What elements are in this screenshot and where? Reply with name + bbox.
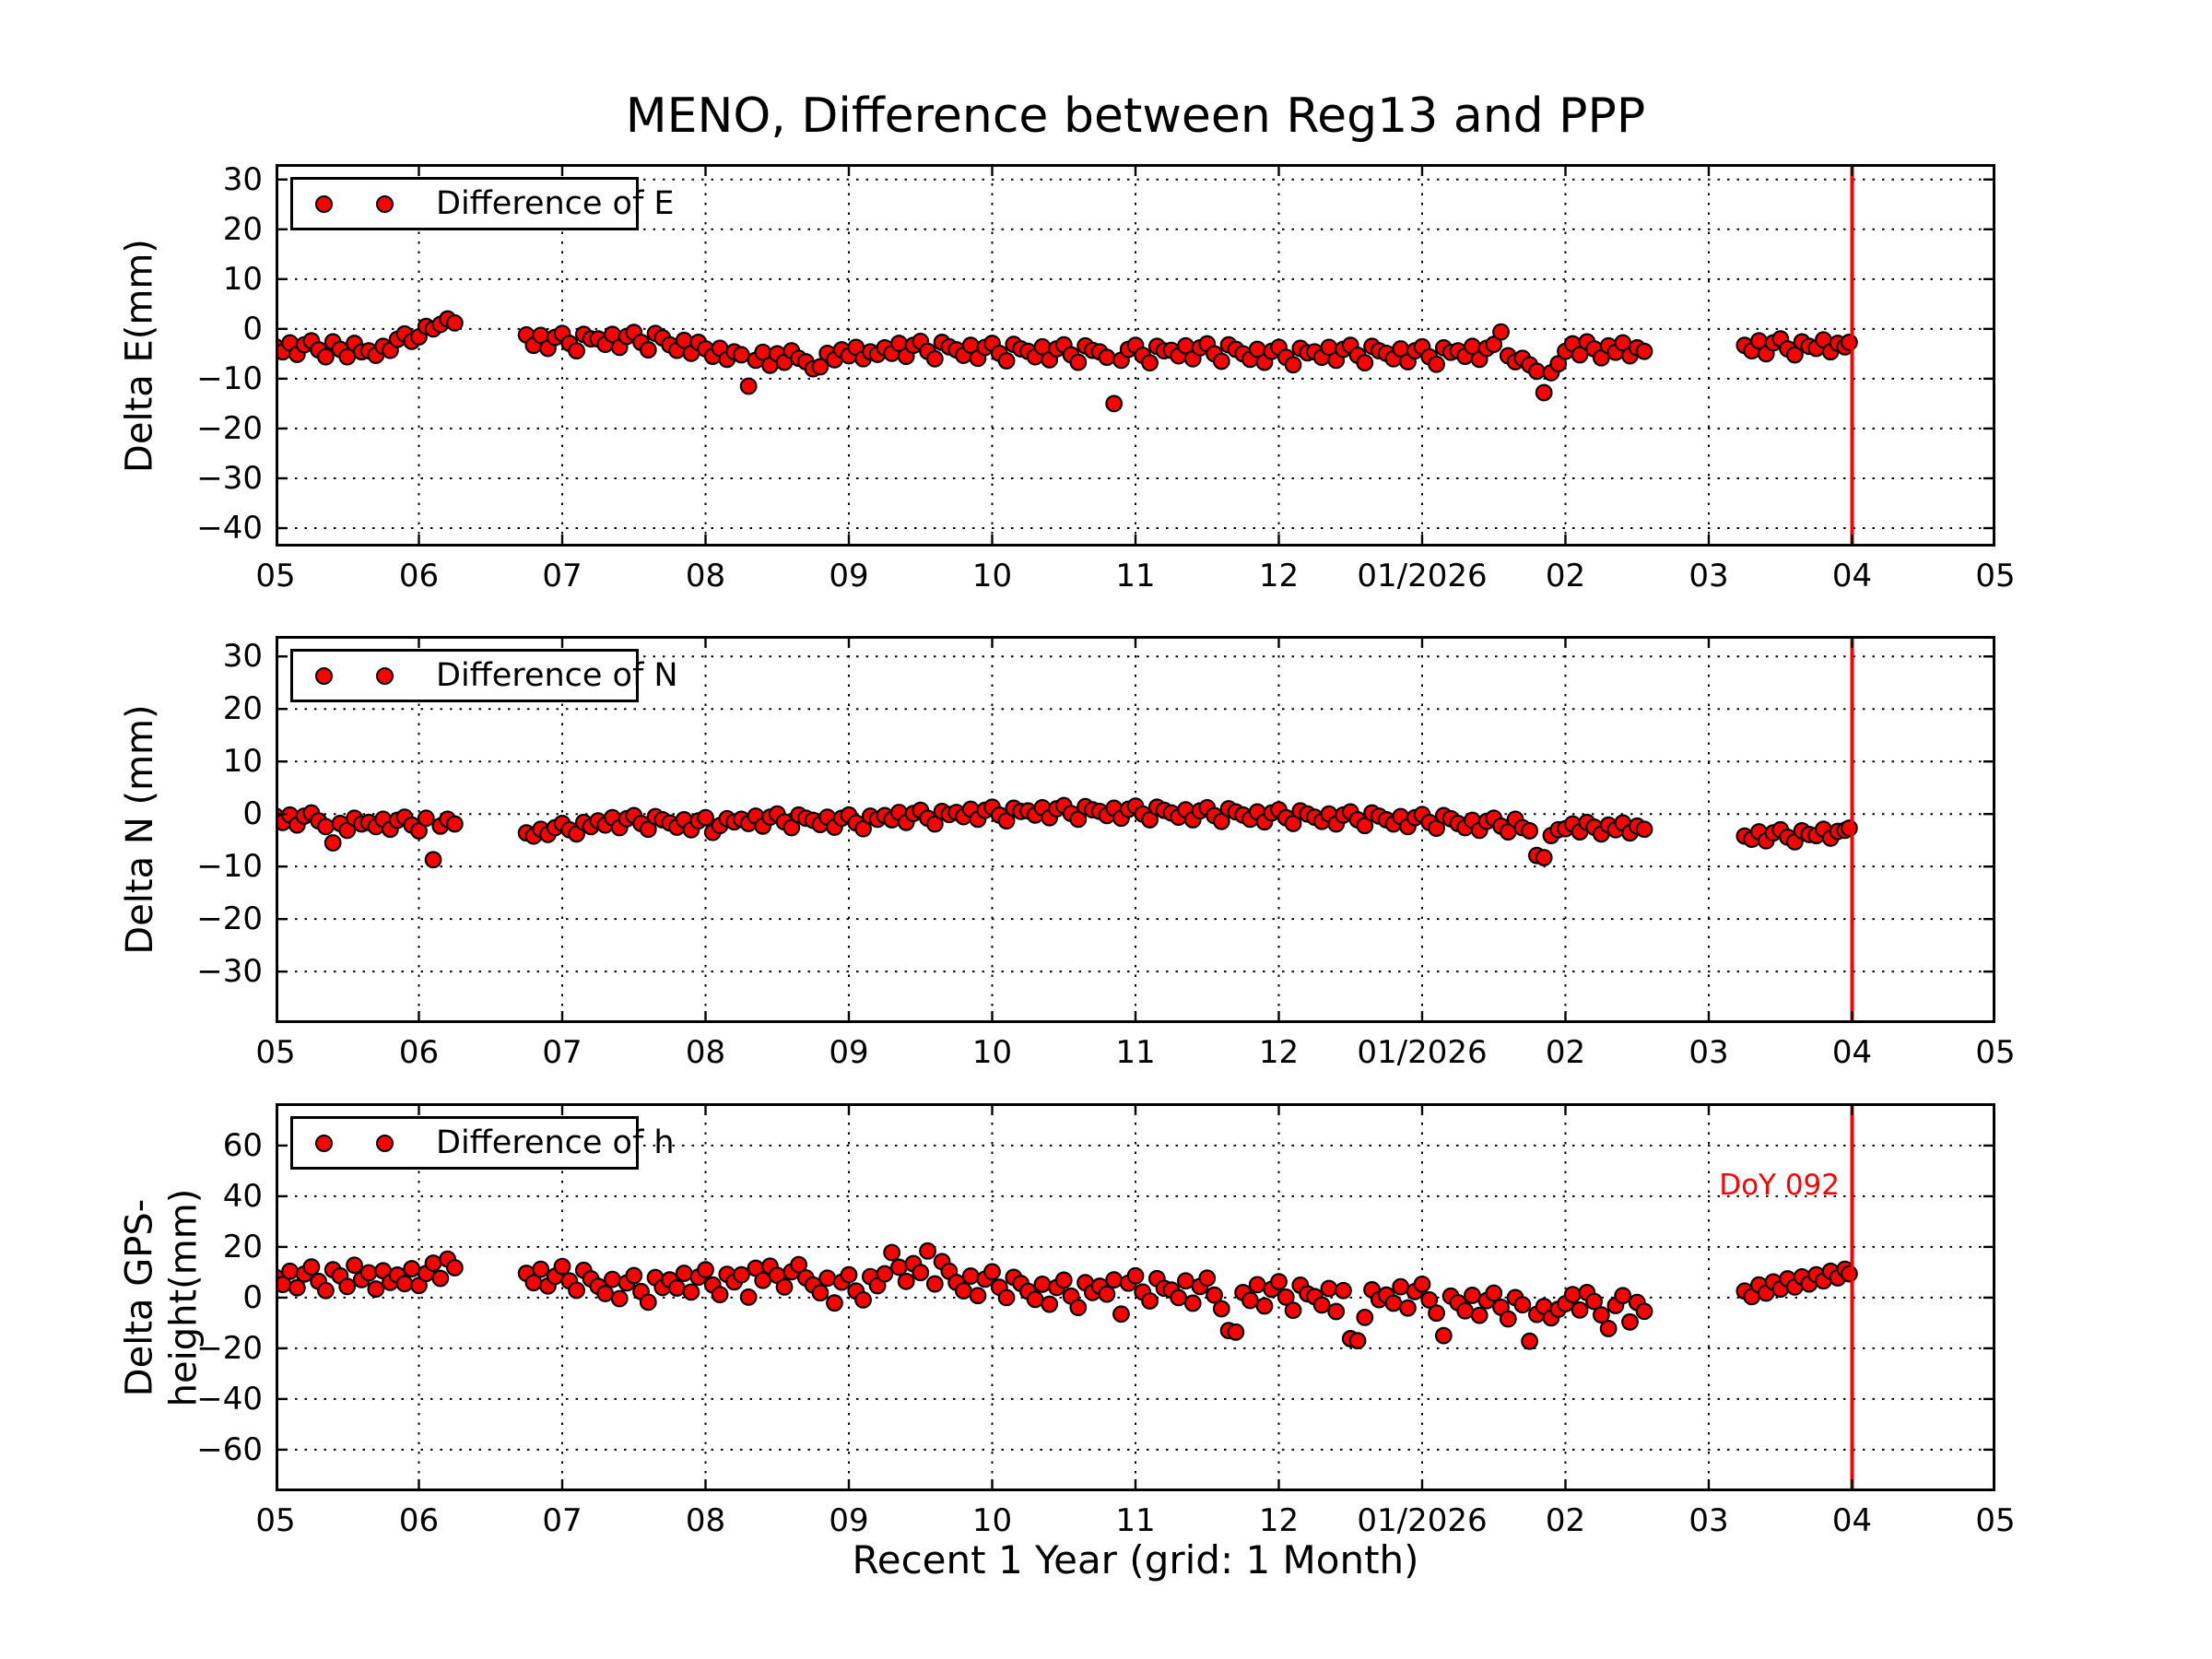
x-axis-label: Recent 1 Year (grid: 1 Month): [852, 1537, 1419, 1583]
y-tick-label: 20: [222, 690, 263, 728]
y-tick-label: 40: [222, 1177, 263, 1215]
x-tick-label: 05: [255, 1034, 296, 1071]
x-tick-label: 02: [1545, 1034, 1586, 1071]
legend-marker-icon: [376, 1134, 394, 1152]
legend-label-h: Difference of h: [436, 1124, 675, 1161]
x-tick-label: 12: [1258, 558, 1300, 594]
legend-label-n: Difference of N: [436, 657, 678, 694]
y-tick-label: −20: [196, 900, 263, 938]
x-tick-label: 05: [1975, 558, 2016, 594]
x-tick-label: 08: [685, 1502, 726, 1539]
x-tick-label: 11: [1115, 558, 1156, 594]
y-tick-label: −20: [196, 409, 263, 447]
x-tick-label: 07: [542, 1502, 582, 1539]
y-tick-label: −30: [196, 953, 263, 991]
y-tick-label: −40: [196, 1380, 263, 1418]
x-tick-label: 06: [398, 1034, 440, 1071]
x-tick-label: 07: [542, 558, 582, 594]
y-tick-label: 60: [222, 1126, 263, 1164]
x-tick-label: 06: [398, 558, 440, 594]
x-tick-label: 09: [829, 1502, 869, 1539]
y-tick-label: −20: [196, 1329, 263, 1367]
y-tick-label: −60: [196, 1430, 263, 1468]
y-tick-label: 0: [242, 795, 263, 833]
plot-panel-e: [276, 164, 1995, 547]
x-tick-label: 07: [542, 1034, 582, 1071]
legend-label-e: Difference of E: [436, 185, 675, 222]
axes-frame: [276, 636, 1995, 1023]
y-tick-label: 30: [222, 638, 263, 676]
x-tick-label: 11: [1115, 1034, 1156, 1071]
data-points: [276, 796, 1858, 869]
x-tick-label: 05: [255, 1502, 296, 1539]
legend-n: Difference of N: [290, 649, 678, 702]
legend-e: Difference of E: [290, 177, 675, 230]
x-tick-label: 12: [1258, 1034, 1300, 1071]
x-tick-label: 03: [1688, 558, 1729, 594]
plot-panel-n: [276, 636, 1995, 1023]
y-tick-label: 0: [242, 310, 263, 347]
y-tick-label: 20: [222, 210, 263, 248]
data-points: [276, 310, 1858, 413]
legend-marker-icon: [376, 666, 394, 685]
x-tick-label: 05: [1975, 1502, 2016, 1539]
x-tick-label: 06: [398, 1502, 440, 1539]
x-tick-label: 03: [1688, 1502, 1729, 1539]
y-tick-label: 10: [222, 743, 263, 781]
legend-marker-icon: [315, 194, 333, 213]
plot-panel-h: [276, 1103, 1995, 1491]
axes-frame: [276, 1103, 1995, 1491]
x-tick-label: 08: [685, 558, 726, 594]
x-tick-label: 10: [971, 558, 1013, 594]
x-tick-label: 12: [1258, 1502, 1300, 1539]
axes-frame: [276, 164, 1995, 547]
data-points: [276, 1241, 1858, 1350]
y-tick-label: 0: [242, 1278, 263, 1316]
x-tick-label: 10: [971, 1034, 1013, 1071]
legend-marker-icon: [315, 1134, 333, 1152]
x-tick-label: 04: [1831, 1502, 1873, 1539]
x-tick-label: 04: [1831, 1034, 1873, 1071]
x-tick-label: 01/2026: [1357, 558, 1488, 594]
y-tick-label: −30: [196, 459, 263, 497]
x-tick-label: 05: [1975, 1034, 2016, 1071]
x-tick-label: 11: [1115, 1502, 1156, 1539]
y-tick-label: 30: [222, 160, 263, 198]
chart-title: MENO, Difference between Reg13 and PPP: [625, 88, 1646, 144]
x-tick-label: 01/2026: [1357, 1034, 1488, 1071]
x-tick-label: 02: [1545, 1502, 1586, 1539]
x-tick-label: 09: [829, 1034, 869, 1071]
x-tick-label: 10: [971, 1502, 1013, 1539]
x-tick-label: 04: [1831, 558, 1873, 594]
y-tick-label: 10: [222, 260, 263, 298]
y-tick-label: −40: [196, 510, 263, 547]
x-tick-label: 08: [685, 1034, 726, 1071]
doy-annotation: DoY 092: [1719, 1169, 1840, 1202]
y-tick-label: −10: [196, 359, 263, 397]
x-tick-label: 02: [1545, 558, 1586, 594]
legend-marker-icon: [315, 666, 333, 685]
legend-marker-icon: [376, 194, 394, 213]
x-tick-label: 01/2026: [1357, 1502, 1488, 1539]
gridlines: [276, 164, 1995, 547]
y-tick-label: −10: [196, 848, 263, 886]
legend-h: Difference of h: [290, 1116, 675, 1170]
x-tick-label: 09: [829, 558, 869, 594]
x-tick-label: 05: [255, 558, 296, 594]
y-tick-label: 20: [222, 1228, 263, 1265]
x-tick-label: 03: [1688, 1034, 1729, 1071]
